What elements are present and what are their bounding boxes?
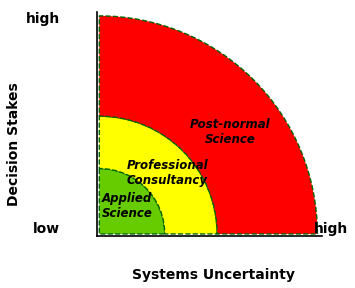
Text: Systems Uncertainty: Systems Uncertainty: [132, 268, 294, 282]
Text: Post-normal
Science: Post-normal Science: [190, 118, 270, 146]
Text: low: low: [33, 222, 60, 236]
Wedge shape: [99, 16, 317, 234]
Text: Decision Stakes: Decision Stakes: [7, 82, 21, 206]
Wedge shape: [99, 116, 217, 234]
Wedge shape: [99, 168, 165, 234]
Text: high: high: [26, 12, 60, 26]
Text: high: high: [314, 222, 348, 236]
Text: Professional
Consultancy: Professional Consultancy: [127, 159, 208, 187]
Text: Applied
Science: Applied Science: [102, 192, 153, 220]
